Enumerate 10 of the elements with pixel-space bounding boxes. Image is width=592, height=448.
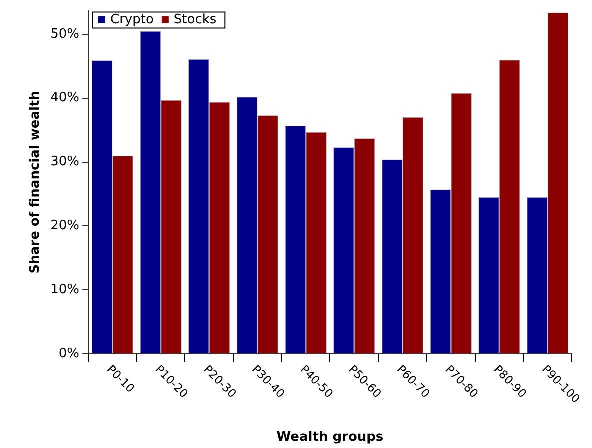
y-tick-label: 20% (50, 218, 80, 234)
y-tick-label: 40% (50, 90, 80, 106)
y-tick-label: 10% (50, 282, 80, 298)
y-axis-title: Share of financial wealth (28, 91, 44, 274)
y-tick-label: 50% (50, 26, 80, 42)
legend-label: Stocks (174, 12, 217, 28)
y-tick-label: 0% (58, 346, 80, 362)
x-axis-title: Wealth groups (276, 430, 384, 445)
y-tick-label: 30% (50, 154, 80, 170)
legend-label: Crypto (110, 12, 154, 28)
